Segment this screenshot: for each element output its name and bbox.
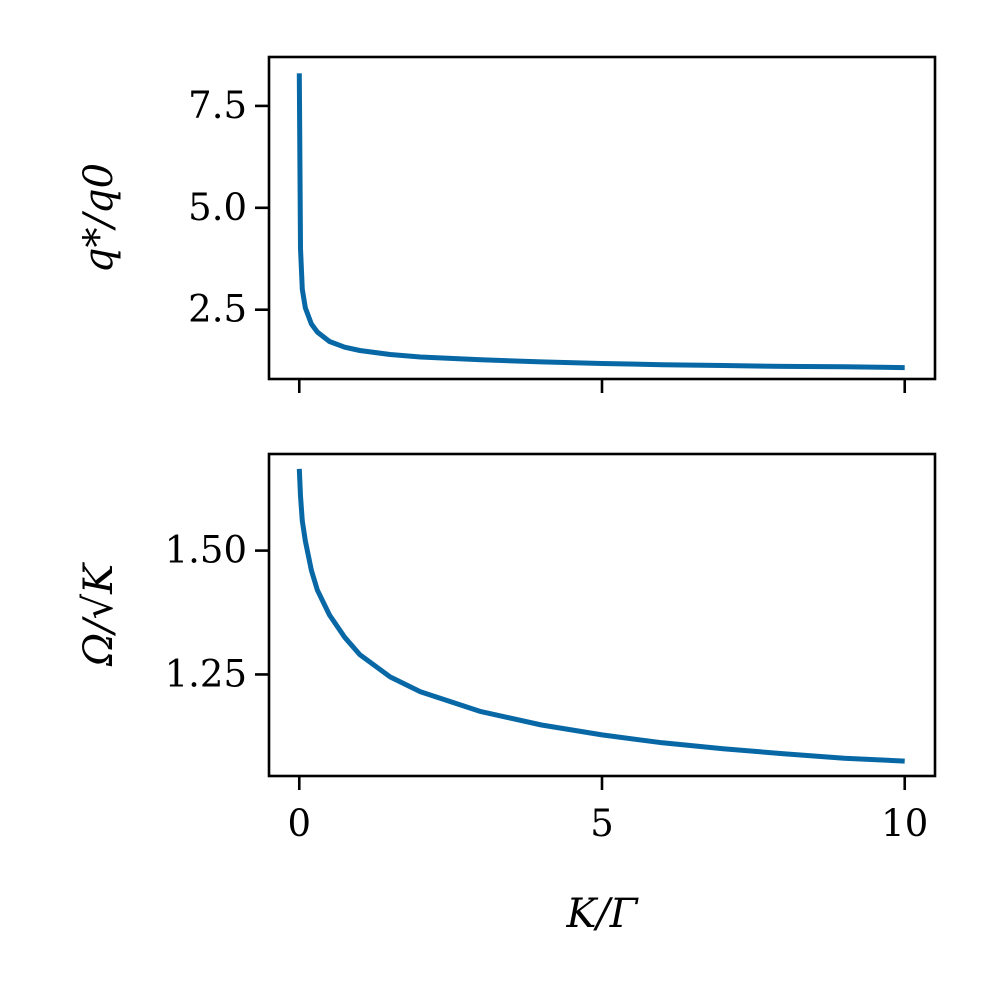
y-axis-label: q*/q0 <box>76 163 122 273</box>
x-tick-label-5: 5 <box>590 802 614 845</box>
x-tick-label-0: 0 <box>287 802 311 845</box>
bottom-panel: 0 5 10 1.25 1.50 Ω/√K K/Γ <box>76 452 937 937</box>
top-panel: 2.5 5.0 7.5 q*/q0 <box>76 55 937 393</box>
series-line-0 <box>296 73 905 371</box>
y-tick-label-5: 5.0 <box>188 186 247 229</box>
axes-frame <box>267 55 937 381</box>
y-axis-label: Ω/√K <box>76 562 122 667</box>
y-tick-label-1.5: 1.50 <box>165 529 247 572</box>
axes-frame <box>267 452 937 778</box>
x-axis-label: K/Γ <box>565 891 638 937</box>
series-line-0 <box>296 468 905 764</box>
y-tick-label-2.5: 2.5 <box>188 288 247 331</box>
y-tick-label-7.5: 7.5 <box>188 84 247 127</box>
y-tick-label-1.25: 1.25 <box>165 652 247 695</box>
x-tick-label-10: 10 <box>881 802 928 845</box>
